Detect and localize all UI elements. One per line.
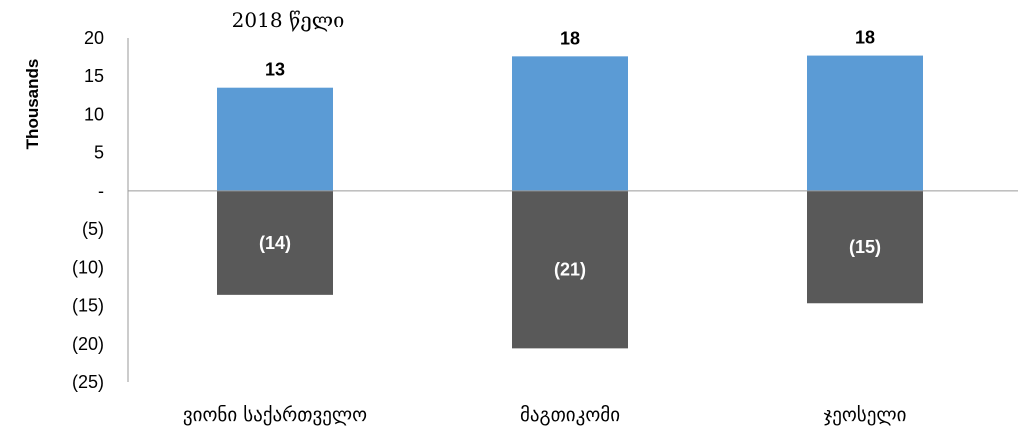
bar-positive — [217, 87, 333, 191]
y-tick-label: - — [98, 181, 104, 201]
y-tick-label: 5 — [94, 143, 104, 163]
data-label: 13 — [265, 60, 285, 80]
x-tick-label: ვიონი საქართველო — [183, 404, 367, 426]
data-label: (14) — [259, 233, 291, 253]
data-labels: 13 18 18 (14) (21) (15) — [259, 28, 881, 280]
x-axis-ticks: ვიონი საქართველო მაგთიკომი ჯეოსელი — [183, 404, 907, 426]
data-label: 18 — [560, 28, 580, 48]
chart-title: 2018 წელი — [232, 8, 345, 32]
bar-negative — [807, 190, 923, 304]
y-tick-label: (20) — [72, 334, 104, 354]
bar-positive — [807, 55, 923, 191]
y-tick-label: (25) — [72, 372, 104, 392]
data-label: (21) — [554, 260, 586, 280]
y-tick-label: (10) — [72, 257, 104, 277]
data-label: 18 — [855, 28, 875, 48]
y-axis-label: Thousands — [23, 59, 42, 150]
bar-positive — [512, 56, 628, 191]
y-axis-ticks: 20 15 10 5 - (5) (10) (15) (20) (25) — [72, 28, 104, 392]
y-tick-label: (15) — [72, 296, 104, 316]
y-tick-label: 15 — [84, 66, 104, 86]
y-tick-label: 10 — [84, 104, 104, 124]
x-tick-label: მაგთიკომი — [520, 404, 620, 426]
data-label: (15) — [849, 237, 881, 257]
bars — [217, 55, 923, 349]
x-tick-label: ჯეოსელი — [824, 404, 907, 426]
bar-negative — [217, 190, 333, 295]
bar-negative — [512, 190, 628, 349]
y-tick-label: (5) — [82, 219, 104, 239]
y-tick-label: 20 — [84, 28, 104, 48]
